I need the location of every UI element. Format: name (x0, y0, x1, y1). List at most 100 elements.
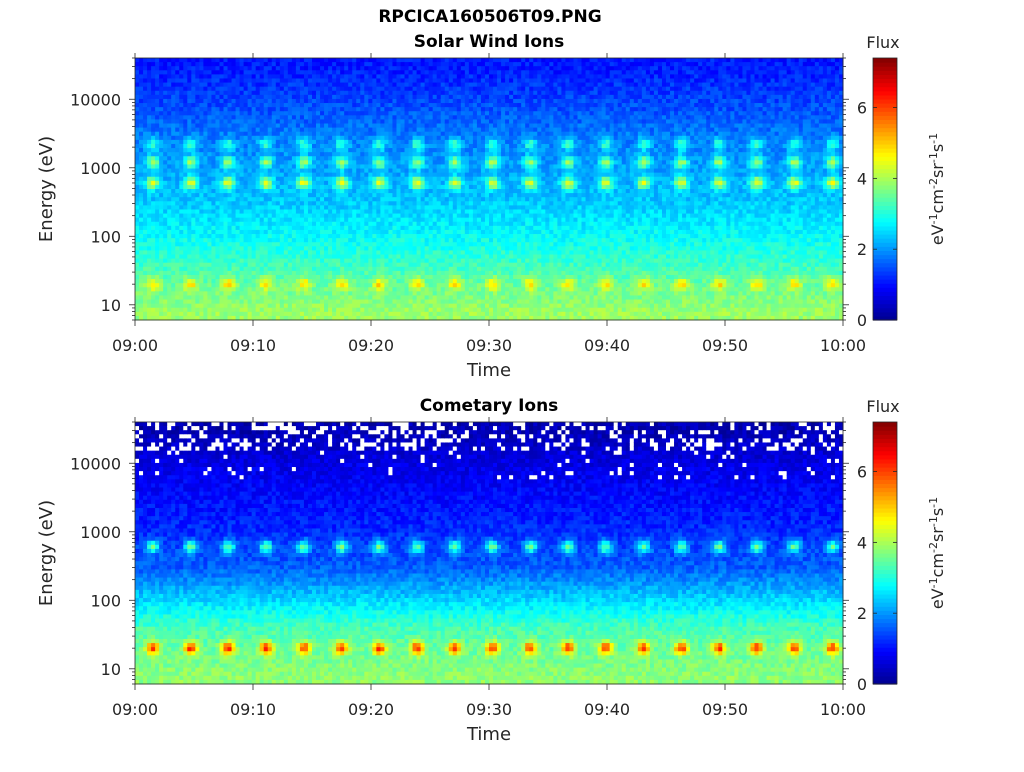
heatmap-cell (259, 123, 265, 129)
heatmap-cell (263, 209, 269, 215)
heatmap-cell (316, 98, 321, 104)
heatmap-cell (372, 250, 377, 255)
heatmap-cell (263, 98, 269, 104)
heatmap-cell (151, 86, 156, 92)
heatmap-cell (368, 291, 373, 296)
heatmap-cell (428, 86, 434, 92)
heatmap-cell (259, 152, 265, 157)
heatmap-cell (159, 270, 164, 276)
heatmap-cell (183, 291, 188, 296)
heatmap-cell (215, 258, 220, 264)
heatmap-cell (139, 279, 144, 284)
heatmap-cell (251, 266, 257, 272)
heatmap-cell (187, 58, 192, 63)
heatmap-cell (372, 82, 377, 88)
heatmap-cell (231, 78, 237, 84)
heatmap-cell (183, 299, 188, 305)
heatmap-cell (135, 180, 140, 186)
heatmap-cell (203, 201, 208, 206)
heatmap-cell (424, 315, 430, 321)
heatmap-cell (259, 148, 265, 153)
heatmap-cell (191, 139, 196, 145)
heatmap-cell (368, 143, 373, 149)
heatmap-cell (227, 201, 233, 206)
heatmap-cell (243, 184, 249, 190)
heatmap-cell (167, 139, 172, 145)
heatmap-cell (219, 279, 224, 284)
heatmap-cell (320, 254, 325, 260)
heatmap-cell (259, 238, 265, 243)
heatmap-cell (251, 225, 257, 231)
heatmap-cell (336, 172, 341, 178)
heatmap-cell (227, 180, 233, 186)
heatmap-cell (400, 270, 406, 276)
heatmap-cell (356, 193, 361, 198)
heatmap-cell (328, 229, 333, 235)
heatmap-cell (163, 229, 168, 235)
heatmap-cell (211, 164, 216, 170)
heatmap-cell (412, 262, 418, 268)
heatmap-cell (307, 131, 313, 137)
heatmap-cell (412, 156, 418, 161)
heatmap-cell (416, 258, 422, 264)
heatmap-cell (291, 94, 297, 100)
heatmap-cell (412, 103, 418, 108)
heatmap-cell (231, 238, 237, 243)
heatmap-cell (416, 168, 422, 174)
heatmap-cell (223, 74, 229, 79)
heatmap-cell (263, 135, 269, 141)
heatmap-cell (440, 229, 446, 235)
heatmap-cell (155, 266, 160, 272)
heatmap-cell (444, 127, 450, 133)
heatmap-cell (239, 246, 245, 251)
heatmap-cell (283, 172, 289, 178)
heatmap-cell (279, 250, 285, 255)
heatmap-cell (187, 123, 192, 129)
heatmap-cell (396, 184, 401, 190)
heatmap-cell (263, 119, 269, 124)
heatmap-cell (368, 156, 373, 161)
heatmap-cell (255, 180, 261, 186)
heatmap-cell (332, 82, 337, 88)
heatmap-cell (143, 225, 148, 231)
heatmap-cell (416, 82, 422, 88)
heatmap-cell (384, 201, 389, 206)
heatmap-cell (151, 164, 156, 170)
heatmap-cell (223, 229, 229, 235)
heatmap-cell (199, 221, 204, 227)
heatmap-cell (299, 123, 305, 129)
heatmap-cell (207, 78, 212, 84)
heatmap-cell (207, 242, 212, 247)
heatmap-cell (231, 193, 237, 198)
heatmap-cell (412, 225, 418, 231)
heatmap-cell (408, 291, 414, 296)
heatmap-cell (444, 152, 450, 157)
heatmap-cell (191, 58, 196, 63)
heatmap-cell (368, 164, 373, 170)
heatmap-cell (428, 135, 434, 141)
heatmap-cell (195, 246, 200, 251)
heatmap-cell (436, 217, 442, 223)
heatmap-cell (332, 176, 337, 182)
heatmap-cell (408, 254, 414, 260)
heatmap-cell (303, 213, 309, 219)
heatmap-cell (372, 213, 377, 219)
heatmap-cell (424, 115, 430, 120)
heatmap-cell (420, 250, 426, 255)
heatmap-cell (295, 139, 301, 145)
heatmap-cell (287, 270, 293, 276)
heatmap-cell (396, 103, 401, 108)
heatmap-cell (207, 82, 212, 88)
heatmap-cell (344, 78, 349, 84)
heatmap-cell (364, 189, 369, 194)
heatmap-cell (191, 254, 196, 260)
heatmap-cell (199, 143, 204, 149)
heatmap-cell (376, 168, 381, 174)
heatmap-cell (348, 70, 353, 75)
heatmap-cell (259, 295, 265, 301)
heatmap-cell (320, 283, 325, 288)
heatmap-cell (388, 299, 393, 305)
heatmap-cell (195, 62, 200, 67)
heatmap-cell (392, 180, 397, 186)
heatmap-cell (135, 111, 140, 116)
